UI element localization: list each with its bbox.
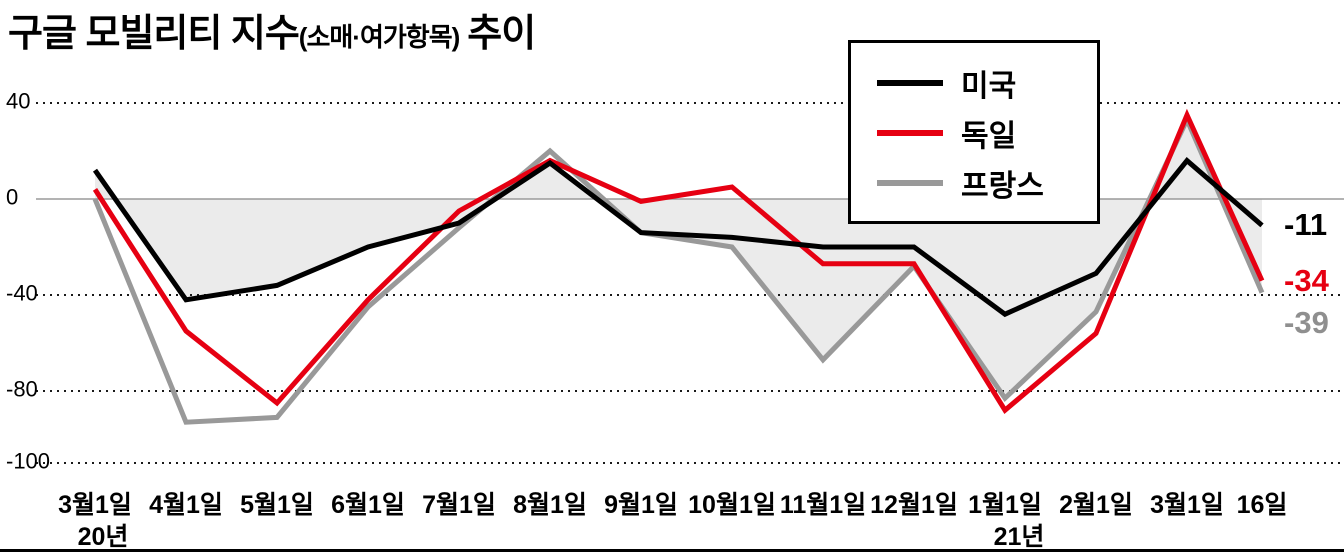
x-tick-0: 3월1일 <box>58 491 132 519</box>
end-value-label-1: -34 <box>1284 263 1329 298</box>
y-tick--40: -40 <box>6 280 38 306</box>
legend-line-swatch <box>877 130 943 136</box>
legend-label: 독일 <box>961 120 1017 153</box>
end-value-label-0: -11 <box>1284 207 1328 242</box>
x-tick-8: 11월1일 <box>779 491 867 519</box>
y-tick-0: 0 <box>6 184 19 210</box>
x-year-label-21년: 21년 <box>993 523 1045 551</box>
chart-title-paren: (소매·여가항목) <box>298 22 460 52</box>
x-tick-12: 3월1일 <box>1150 491 1224 519</box>
legend-line-swatch <box>877 180 943 186</box>
chart-title: 구글 모빌리티 지수(소매·여가항목) 추이 <box>8 2 536 57</box>
legend-item-0: 미국 <box>877 59 1097 107</box>
x-tick-3: 6월1일 <box>331 491 405 519</box>
series-line-0 <box>92 157 1264 318</box>
area-fill <box>95 119 1262 399</box>
chart-title-main: 구글 모빌리티 지수 <box>8 13 300 55</box>
x-tick-13: 16일 <box>1236 491 1288 519</box>
legend-line-swatch <box>877 80 943 86</box>
x-tick-11: 2월1일 <box>1059 491 1133 519</box>
legend-item-2: 프랑스 <box>877 159 1097 207</box>
series-line-2 <box>92 113 1265 425</box>
legend-label: 미국 <box>961 70 1017 103</box>
y-tick--80: -80 <box>6 376 38 402</box>
series-line-1 <box>92 108 1265 414</box>
x-year-label-20년: 20년 <box>77 523 129 551</box>
x-tick-5: 8월1일 <box>513 491 587 519</box>
y-tick-40: 40 <box>6 88 31 114</box>
x-tick-2: 5월1일 <box>240 491 314 519</box>
chart-title-suffix: 추이 <box>467 13 536 55</box>
x-tick-6: 9월1일 <box>604 491 678 519</box>
x-tick-1: 4월1일 <box>149 491 223 519</box>
legend-label: 프랑스 <box>961 170 1044 203</box>
y-tick--100: -100 <box>6 448 51 474</box>
x-tick-9: 12월1일 <box>870 491 958 519</box>
x-tick-10: 1월1일 <box>968 491 1042 519</box>
end-value-label-2: -39 <box>1284 305 1329 340</box>
x-tick-7: 10월1일 <box>688 491 776 519</box>
legend-item-1: 독일 <box>877 109 1097 157</box>
bottom-border-line <box>0 549 1344 552</box>
x-tick-4: 7월1일 <box>422 491 496 519</box>
